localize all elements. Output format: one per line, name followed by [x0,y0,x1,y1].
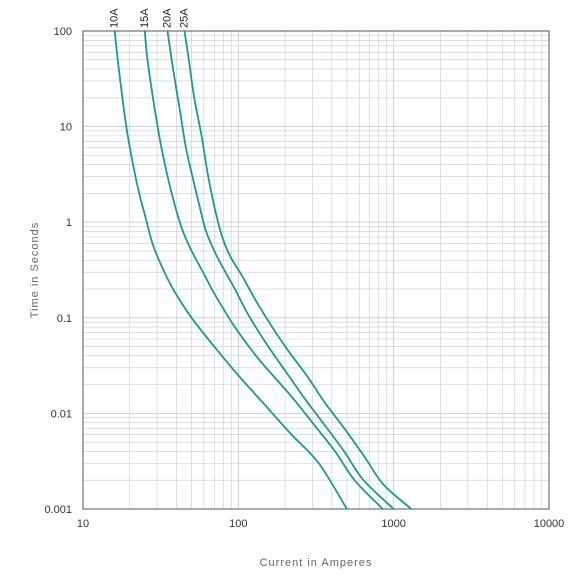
plot-frame [82,30,550,510]
y-tick-label: 10 [60,122,72,134]
x-tick-label: 100 [229,518,247,530]
y-tick-label: 100 [54,26,72,38]
x-tick-label: 1000 [381,518,405,530]
y-tick-label: 0.01 [51,408,72,420]
y-axis-title: Time in Seconds [29,222,41,319]
series-line-25A [183,30,413,510]
x-tick-label: 10 [77,518,89,530]
y-tick-label: 1 [66,217,72,229]
series-line-20A [166,30,395,510]
x-tick-label: 10000 [534,518,565,530]
series-label-15A: 15A [139,8,151,28]
series-label-20A: 20A [162,8,174,28]
series-line-10A [113,30,348,510]
series-line-15A [143,30,384,510]
series-labels: 10A 15A 20A 25A [109,8,191,28]
series-layer [113,30,413,510]
x-axis-title: Current in Amperes [260,557,373,569]
tick-labels: 10 100 1000 10000 0.001 0.01 0.1 1 10 100 [44,26,564,530]
y-tick-label: 0.1 [57,313,72,325]
series-label-25A: 25A [179,8,191,28]
y-tick-label: 0.001 [44,504,72,516]
series-label-10A: 10A [109,8,121,28]
